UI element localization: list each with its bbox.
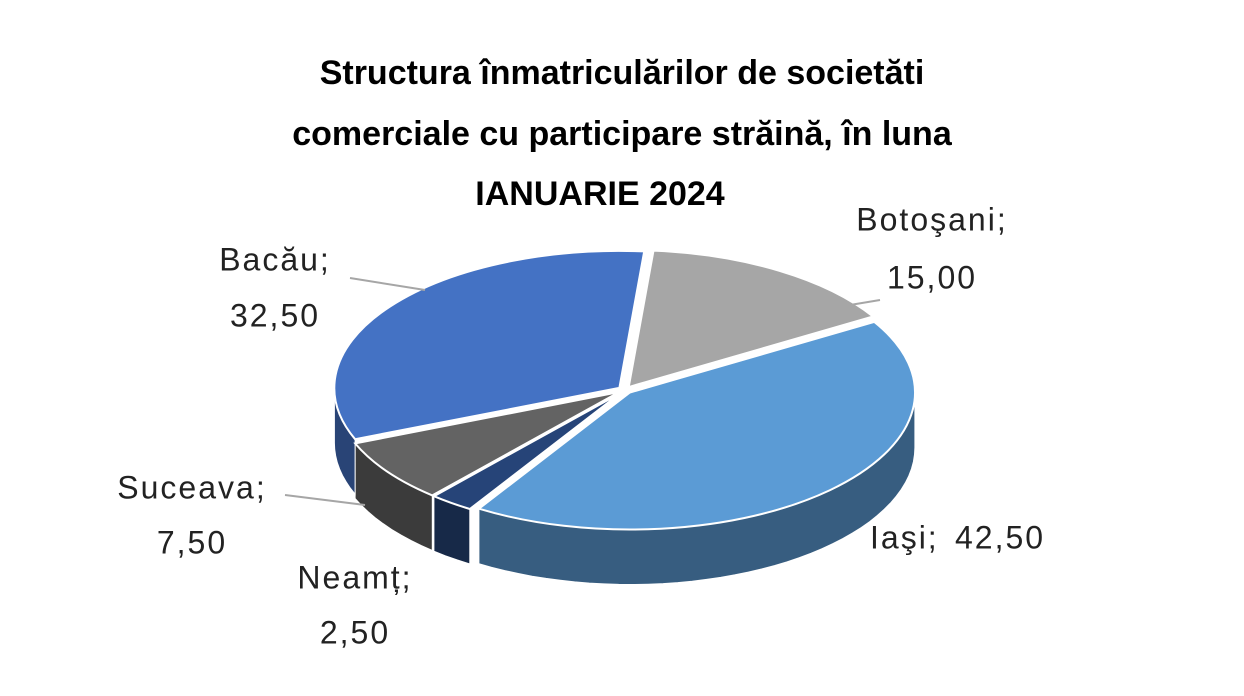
pie-slice [627, 249, 876, 389]
leader-line [849, 299, 881, 306]
pie-slice [333, 249, 646, 441]
data-label: 2,50 [320, 614, 390, 650]
data-label: 42,50 [955, 519, 1045, 555]
data-label-category: Botoşani; [856, 201, 1007, 237]
data-label-category: Bacău; [219, 241, 331, 277]
chart-title: comerciale cu participare străină, în lu… [292, 115, 953, 153]
chart-title: IANUARIE 2024 [475, 175, 725, 213]
data-label-category: Neamț; [297, 559, 412, 595]
pie-slice [353, 391, 620, 497]
data-label: 7,50 [157, 524, 227, 560]
pie-slice [431, 391, 622, 511]
data-label-category: Suceava; [117, 469, 266, 505]
data-label-category: Iaşi; [870, 519, 939, 555]
pie-slice [476, 320, 917, 531]
data-label: 15,00 [887, 259, 977, 295]
data-label: 32,50 [230, 297, 320, 333]
leader-line [284, 494, 366, 506]
chart-title: Structura înmatriculărilor de societăti [320, 54, 925, 92]
leader-line [349, 277, 426, 291]
